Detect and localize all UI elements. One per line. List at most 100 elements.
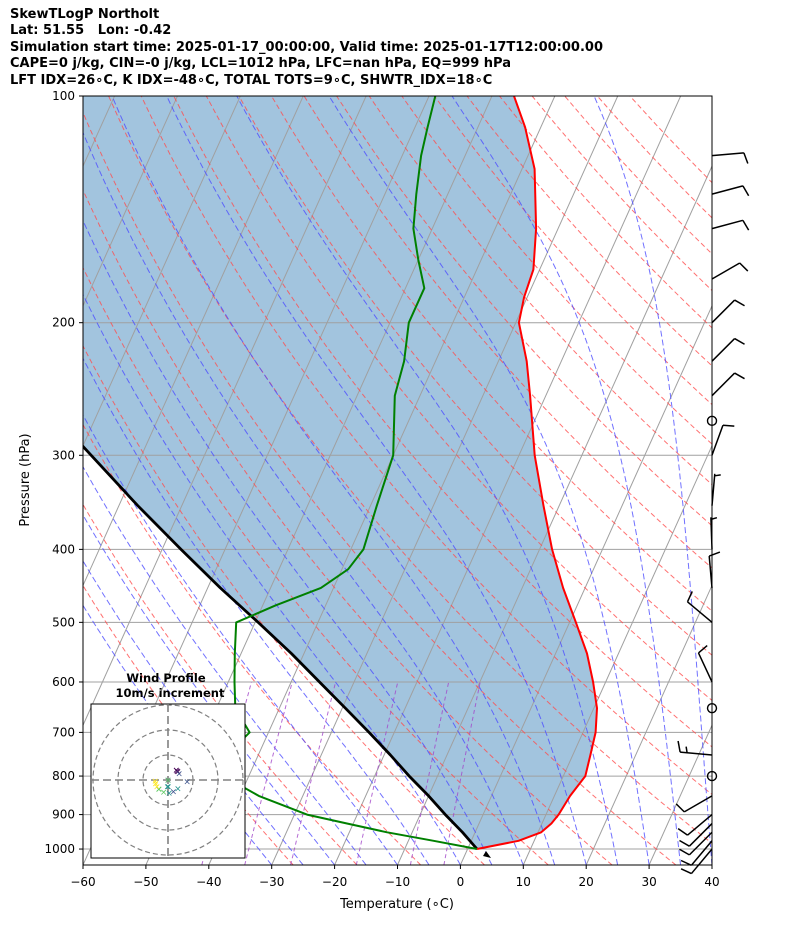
hodograph-point: × bbox=[155, 785, 163, 795]
dry-adiabat-line bbox=[271, 96, 712, 612]
hodograph-point: × bbox=[173, 767, 181, 777]
barb-half-flag bbox=[685, 746, 688, 753]
time-line: Simulation start time: 2025-01-17_00:00:… bbox=[10, 39, 603, 55]
y-tick-label: 100 bbox=[52, 89, 75, 103]
moist-adiabat-line bbox=[593, 96, 712, 865]
barb-flag bbox=[739, 262, 749, 272]
barb-flag bbox=[679, 839, 690, 847]
mixing-ratio-line bbox=[244, 681, 293, 865]
moist-adiabat-line bbox=[83, 293, 461, 865]
hodograph-point: × bbox=[174, 768, 182, 778]
hodograph-point: × bbox=[164, 782, 172, 792]
y-tick-label: 900 bbox=[52, 808, 75, 822]
hodograph-point: × bbox=[155, 785, 163, 795]
barb-shaft bbox=[711, 262, 741, 280]
mixing-ratio-line bbox=[355, 681, 399, 865]
barb-shaft bbox=[711, 338, 736, 362]
wind-barb bbox=[677, 740, 713, 756]
moist-adiabat-line bbox=[451, 96, 681, 865]
barb-flag bbox=[734, 372, 745, 380]
wind-barb bbox=[686, 591, 713, 623]
moist-adiabat-line bbox=[166, 96, 587, 865]
moist-adiabat-line bbox=[83, 357, 430, 865]
wind-barb bbox=[679, 831, 713, 856]
isotherm-line bbox=[585, 584, 712, 865]
wind-barb bbox=[711, 337, 745, 362]
dry-adiabat-line bbox=[83, 584, 294, 865]
dry-adiabat-line bbox=[83, 111, 677, 865]
wind-barb bbox=[697, 645, 713, 683]
indices-line-1: CAPE=0 j/kg, CIN=-0 j/kg, LCL=1012 hPa, … bbox=[10, 56, 511, 72]
sounding-profiles bbox=[83, 96, 598, 859]
barb-shaft bbox=[683, 795, 713, 813]
wind-barb bbox=[711, 219, 750, 231]
wind-barb bbox=[711, 473, 721, 506]
cape-fill-area bbox=[83, 96, 597, 849]
wind-barb bbox=[680, 848, 713, 875]
barb-shaft bbox=[711, 372, 736, 397]
barb-half-flag bbox=[714, 474, 721, 477]
x-axis-label: Temperature (∘C) bbox=[339, 897, 454, 912]
hodograph-point: × bbox=[164, 776, 172, 786]
y-tick-label: 500 bbox=[52, 615, 75, 629]
mixing-ratio-line bbox=[409, 681, 450, 865]
dry-adiabat-line bbox=[205, 96, 712, 702]
hodograph-point: × bbox=[160, 788, 168, 798]
moist-adiabat-line bbox=[83, 131, 524, 865]
inset-title: Wind Profile bbox=[126, 671, 206, 685]
x-tick-label: −40 bbox=[196, 875, 221, 889]
y-tick-label: 300 bbox=[52, 448, 75, 462]
y-tick-label: 200 bbox=[52, 316, 75, 330]
hodograph-point: × bbox=[164, 776, 172, 786]
hodograph-point: × bbox=[164, 782, 172, 792]
isotherm-line bbox=[648, 724, 712, 865]
barb-shaft bbox=[680, 751, 713, 756]
y-tick-label: 700 bbox=[52, 725, 75, 739]
wind-barb bbox=[711, 299, 745, 324]
barb-flag bbox=[708, 551, 721, 557]
x-axis: −60 −50 −40 −30 −20 −10 0 10 20 30 40 bbox=[70, 865, 720, 889]
hodograph-point: × bbox=[152, 779, 160, 789]
y-axis: 1000 900 800 700 600 500 400 300 200 100 bbox=[44, 89, 83, 856]
x-tick-label: −30 bbox=[259, 875, 284, 889]
hodograph-point: × bbox=[174, 784, 182, 794]
x-tick-label: 20 bbox=[579, 875, 594, 889]
x-tick-label: 10 bbox=[516, 875, 531, 889]
x-tick-label: −50 bbox=[133, 875, 158, 889]
moist-adiabat-line bbox=[111, 96, 556, 865]
parcel-start-marker bbox=[483, 851, 492, 859]
hodograph-point: × bbox=[173, 767, 181, 777]
barb-flag bbox=[734, 299, 745, 307]
isotherm-line bbox=[397, 164, 712, 865]
x-tick-label: −20 bbox=[322, 875, 347, 889]
wind-barb bbox=[679, 823, 713, 847]
barb-shaft bbox=[711, 299, 736, 324]
x-tick-label: −10 bbox=[385, 875, 410, 889]
wind-barb bbox=[677, 814, 713, 836]
y-tick-label: 1000 bbox=[44, 842, 75, 856]
wind-barb bbox=[711, 262, 749, 280]
barb-flag bbox=[742, 219, 750, 231]
barb-flag bbox=[697, 645, 708, 654]
barb-flag bbox=[680, 868, 692, 875]
x-tick-label: 0 bbox=[457, 875, 465, 889]
hodograph-point: × bbox=[175, 770, 183, 780]
barb-flag bbox=[677, 828, 688, 836]
hodograph-point: × bbox=[172, 766, 180, 776]
moist-adiabat-line bbox=[328, 96, 650, 865]
isotherm-line bbox=[83, 96, 304, 587]
barb-shaft bbox=[690, 840, 713, 866]
barb-shaft bbox=[711, 152, 744, 157]
y-axis-label: Pressure (hPa) bbox=[18, 433, 33, 526]
hodograph-point: × bbox=[153, 782, 161, 792]
moist-adiabats bbox=[83, 96, 712, 865]
moist-adiabat-line bbox=[83, 465, 367, 865]
hodograph-point: × bbox=[165, 789, 173, 799]
y-tick-label: 400 bbox=[52, 542, 75, 556]
chart-title: SkewTLogP Northolt bbox=[10, 7, 160, 22]
barb-flag bbox=[742, 185, 750, 197]
dry-adiabat-line bbox=[83, 189, 613, 865]
x-tick-label: −60 bbox=[70, 875, 95, 889]
moist-adiabat-line bbox=[83, 514, 336, 865]
temperature-line bbox=[476, 96, 598, 850]
